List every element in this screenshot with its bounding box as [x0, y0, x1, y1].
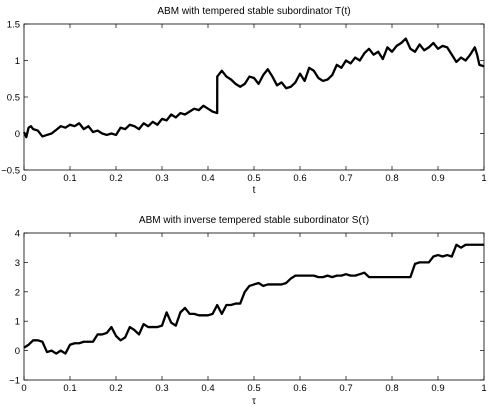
- x-tick-label: 0.7: [339, 173, 352, 184]
- x-tick-label: 0.5: [247, 383, 260, 394]
- x-tick-label: 0.6: [293, 383, 306, 394]
- plot-frame: [23, 232, 485, 381]
- x-tick-label: 1: [481, 173, 486, 184]
- x-axis-label: t: [253, 185, 256, 196]
- x-tick-label: 0.1: [63, 383, 76, 394]
- x-tick-label: 0.1: [63, 173, 76, 184]
- y-axis-ticks: −1 0 1 2 3 4: [9, 229, 484, 387]
- x-tick-label: 0.4: [201, 383, 214, 394]
- series-line: [23, 243, 484, 355]
- x-tick-label: 0.3: [155, 383, 168, 394]
- x-tick-label: 0.7: [339, 383, 352, 394]
- y-tick-label: 0.5: [7, 93, 20, 104]
- x-tick-label: 0.8: [385, 383, 398, 394]
- x-tick-label: 0.9: [431, 173, 444, 184]
- y-tick-label: 4: [15, 229, 20, 240]
- y-tick-label: 2: [15, 287, 20, 298]
- y-tick-label: −1: [9, 376, 20, 387]
- x-tick-label: 0.3: [155, 173, 168, 184]
- y-tick-label: 0: [15, 129, 20, 140]
- x-tick-label: 1: [481, 383, 486, 394]
- x-tick-label: 0: [21, 173, 26, 184]
- chart-top: ABM with tempered stable subordinator T(…: [1, 6, 486, 196]
- x-axis-label: τ: [252, 396, 256, 407]
- y-tick-label: 1: [15, 317, 20, 328]
- plot-frame: [23, 23, 485, 171]
- x-tick-label: 0.2: [109, 173, 122, 184]
- x-tick-label: 0.6: [293, 173, 306, 184]
- x-tick-label: 0.8: [385, 173, 398, 184]
- x-axis-ticks: 0 0.1 0.2 0.3 0.4 0.5 0.6 0.7 0.8 0.9 1: [21, 24, 487, 184]
- series-line: [22, 37, 485, 139]
- x-tick-label: 0.4: [201, 173, 214, 184]
- y-tick-label: −0.5: [1, 166, 20, 177]
- x-tick-label: 0.9: [431, 383, 444, 394]
- x-tick-label: 0.2: [109, 383, 122, 394]
- chart-title: ABM with tempered stable subordinator T(…: [157, 6, 350, 17]
- y-tick-label: 0: [15, 346, 20, 357]
- chart-bottom: ABM with inverse tempered stable subordi…: [9, 215, 486, 407]
- x-tick-label: 0: [21, 383, 26, 394]
- y-tick-label: 1.5: [7, 20, 20, 31]
- y-tick-label: 1: [15, 56, 20, 67]
- y-axis-ticks: −0.5 0 0.5 1 1.5: [1, 20, 484, 177]
- y-tick-label: 3: [15, 258, 20, 269]
- x-axis-ticks: 0 0.1 0.2 0.3 0.4 0.5 0.6 0.7 0.8 0.9 1: [21, 233, 487, 394]
- chart-title: ABM with inverse tempered stable subordi…: [139, 215, 369, 226]
- x-tick-label: 0.5: [247, 173, 260, 184]
